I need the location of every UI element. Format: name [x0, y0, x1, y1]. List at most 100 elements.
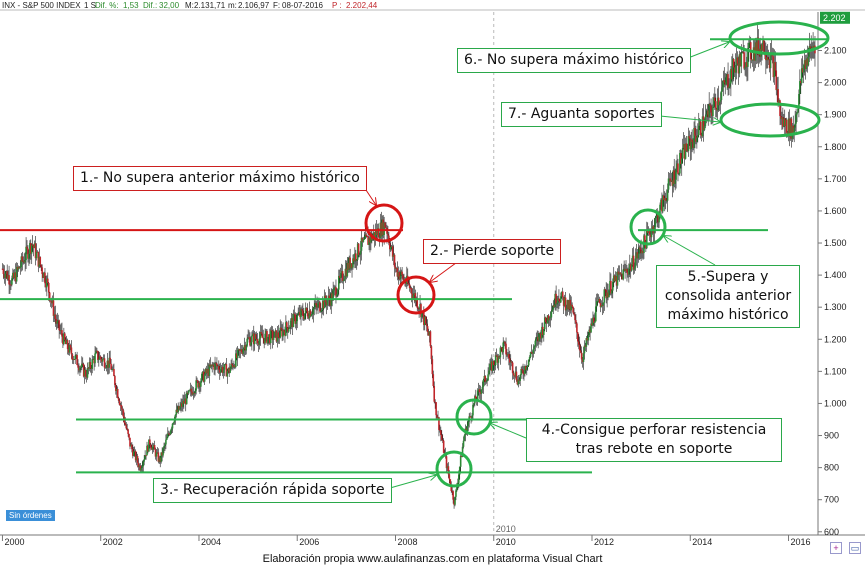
candle-body [288, 327, 291, 329]
candle-body [395, 268, 398, 269]
candle-body [807, 56, 810, 66]
candle-body [699, 121, 702, 135]
header-field-0: INX - S&P 500 INDEX [2, 1, 81, 10]
candle-body [88, 362, 91, 369]
candle-body [208, 364, 211, 376]
candle-body [463, 435, 466, 441]
candle-body [10, 284, 12, 286]
x-tick-label-6: 2012 [594, 537, 614, 547]
candle-body [3, 274, 6, 278]
annotation-2: 2.- Pierde soporte [423, 239, 562, 264]
current-price-box [820, 11, 850, 24]
candle-body [399, 276, 402, 280]
candle-body [538, 333, 540, 342]
candle-body [556, 302, 558, 305]
candle-body [472, 404, 474, 416]
candle-body [344, 268, 347, 279]
candle-body [154, 449, 157, 457]
candle-body [419, 304, 421, 310]
candle-body [570, 304, 573, 311]
candle-body [82, 364, 85, 377]
candle-body [441, 439, 444, 441]
candle-body [184, 398, 187, 405]
candle-body [112, 369, 114, 370]
candle-body [300, 309, 302, 318]
candle-body [45, 283, 47, 288]
candle-body [376, 228, 379, 236]
candle-body [663, 198, 666, 200]
candle-body [633, 267, 636, 270]
candle-body [62, 336, 64, 345]
candle-body [11, 278, 13, 285]
candle-body [661, 199, 663, 212]
candle-body [149, 444, 152, 448]
candle-body [574, 314, 576, 321]
current-price-label: 2.202 [823, 13, 846, 23]
add-chart-icon[interactable]: + [830, 542, 842, 554]
candle-body [526, 365, 529, 367]
candle-body [706, 110, 709, 115]
candle-body [540, 334, 542, 339]
candle-body [349, 257, 351, 269]
candle-body [438, 417, 440, 430]
candle-body [169, 430, 172, 435]
candle-body [742, 51, 744, 53]
candle-body [372, 232, 375, 237]
candle-body [628, 268, 630, 275]
candle-body [460, 456, 463, 457]
candle-body [507, 354, 509, 356]
candle-body [326, 300, 329, 306]
candle-body [523, 373, 525, 375]
candle-body [623, 268, 625, 270]
candle-body [812, 46, 814, 49]
candle-body [113, 369, 115, 377]
candle-body [515, 371, 518, 381]
candle-body [803, 60, 806, 66]
candle-body [377, 228, 380, 238]
annotation-6: 6.- No supera máximo histórico [457, 48, 691, 73]
candle-body [286, 327, 289, 332]
ellipse-6 [728, 20, 830, 56]
candle-body [525, 366, 527, 370]
candle-body [165, 439, 167, 445]
candle-body [648, 230, 651, 235]
y-tick-label-2: 800 [824, 463, 839, 473]
candle-body [619, 272, 622, 275]
candle-body [584, 345, 587, 347]
candle-body [387, 233, 389, 236]
candle-body [486, 380, 488, 382]
candle-body [279, 327, 282, 338]
candle-body [194, 390, 196, 394]
candle-body [621, 273, 624, 280]
candle-body [772, 56, 775, 78]
candle-body [68, 345, 71, 353]
candle-body [537, 336, 539, 342]
candle-body [296, 314, 299, 322]
candle-body [636, 252, 639, 259]
candle-body [240, 349, 243, 353]
circle-1 [364, 203, 404, 243]
caption: Elaboración propia www.aulafinanzas.com … [262, 553, 603, 565]
candle-body [218, 369, 221, 373]
candle-body [554, 293, 556, 307]
candle-body [724, 82, 727, 85]
candle-body [698, 121, 701, 126]
candle-body [660, 199, 662, 205]
candle-body [58, 320, 60, 331]
candle-body [735, 57, 738, 66]
candle-body [81, 363, 83, 368]
candle-body [214, 362, 216, 370]
candle-body [6, 271, 8, 280]
candle-body [681, 147, 684, 159]
candle-body [671, 180, 674, 186]
candle-body [15, 266, 18, 282]
candle-body [71, 354, 74, 360]
candle-body [655, 216, 658, 219]
y-tick-label-12: 1.800 [824, 142, 847, 152]
candle-body [339, 273, 342, 278]
candle-body [550, 311, 553, 318]
candle-body [746, 62, 748, 67]
candle-body [725, 77, 727, 85]
candle-body [628, 264, 631, 269]
window-icon[interactable]: ▭ [849, 542, 861, 554]
